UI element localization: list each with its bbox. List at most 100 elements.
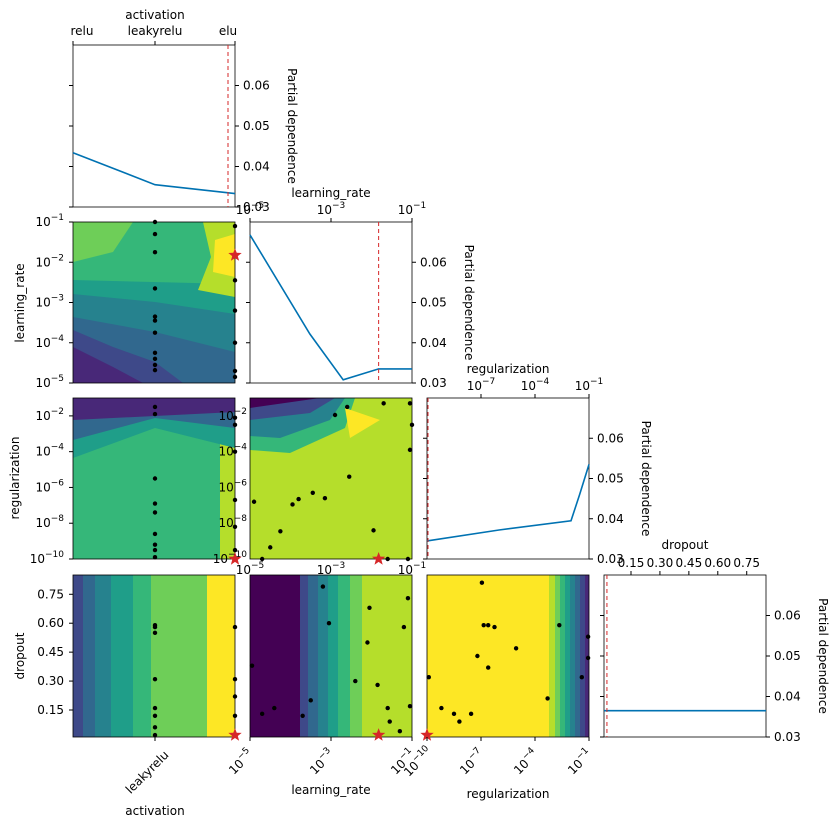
sample-point <box>232 449 238 454</box>
sample-point <box>152 542 158 547</box>
pd-tick-label: 0.05 <box>420 296 447 310</box>
contour-band <box>549 575 555 737</box>
contour-band <box>338 575 350 737</box>
sample-point <box>347 474 352 479</box>
sample-point <box>152 367 158 373</box>
contour-band <box>580 575 585 737</box>
sample-point <box>272 705 277 711</box>
best-point-star <box>228 248 242 261</box>
sample-point <box>251 499 257 504</box>
pd-tick-label: 0.03 <box>774 730 801 744</box>
sample-point <box>152 547 158 553</box>
sample-point <box>475 653 480 659</box>
sample-point <box>401 624 407 630</box>
tick-label: 10−4 <box>510 746 542 778</box>
y-axis-label-regularization: regularization <box>8 437 22 520</box>
tick-label: 10−1 <box>564 746 596 778</box>
tick-label: 0.75 <box>733 556 760 570</box>
sample-point <box>375 682 380 688</box>
contour-fill <box>73 222 235 383</box>
contour-band <box>83 575 95 737</box>
best-point-star <box>420 728 434 741</box>
diagonal-panel-learning_rate: 0.03 0.04 0.05 0.06 Partial dependence 10−5 10… <box>236 186 476 390</box>
contour-fill <box>250 575 412 737</box>
sample-point <box>585 655 591 661</box>
tick-label: 10−3 <box>317 561 346 577</box>
contour-band <box>173 575 207 737</box>
axes-labels: 10−510−410−310−210−1learning_rate10−1010… <box>8 213 596 818</box>
sample-point <box>152 705 158 711</box>
pd-line <box>426 464 590 542</box>
tick-label: 10−1 <box>398 561 427 577</box>
tick-label: 0.60 <box>704 556 731 570</box>
sample-point <box>345 404 350 410</box>
sample-point <box>513 646 519 651</box>
sample-point <box>152 404 158 410</box>
sample-point <box>365 640 370 645</box>
diagonal-panel-regularization: 0.03 0.04 0.05 0.06 Partial dependence 10−7 10… <box>423 362 653 566</box>
sample-point <box>439 705 444 711</box>
contour-band <box>328 575 338 737</box>
contour-band <box>427 575 549 737</box>
pd-line <box>72 151 236 195</box>
diagonal-panel-activation: 0.03 0.04 0.05 0.06 Partial dependence relu le… <box>69 8 299 214</box>
sample-point <box>385 705 390 711</box>
contour-band <box>570 575 575 737</box>
pd-axis-label: Partial dependence <box>285 68 299 184</box>
contour-band <box>73 222 133 262</box>
contour-band <box>308 575 318 737</box>
contour-band <box>345 408 380 438</box>
contour-band <box>565 575 570 737</box>
pd-tick-label: 0.06 <box>420 255 447 269</box>
contour-band <box>133 575 151 737</box>
sample-point <box>232 624 238 630</box>
sample-point <box>232 308 238 313</box>
contour-band <box>250 575 300 737</box>
sample-point <box>152 501 158 506</box>
tick-label: relu <box>71 24 94 38</box>
top-axis-label: learning_rate <box>291 186 370 200</box>
sample-point <box>385 556 390 562</box>
sample-point <box>152 411 158 417</box>
panel-frame <box>426 397 590 560</box>
pd-tick-label: 0.03 <box>420 376 447 390</box>
sample-point <box>232 278 238 283</box>
sample-point <box>152 713 158 718</box>
sample-point <box>426 675 431 680</box>
tick-label: 0.60 <box>37 616 64 630</box>
contour-band <box>555 575 560 737</box>
sample-point <box>409 422 415 428</box>
sample-point <box>381 401 386 406</box>
top-axis-label: dropout <box>662 538 709 552</box>
sample-point <box>268 545 273 550</box>
tick-label: 10−3 <box>306 746 338 778</box>
panel-frame <box>72 44 236 208</box>
tick-label: 10−1 <box>35 213 64 229</box>
tick-label: 0.45 <box>675 556 702 570</box>
sample-point <box>232 524 238 529</box>
contour-panel-1-2 <box>249 397 415 565</box>
contour-band <box>73 575 83 737</box>
best-point-star <box>372 552 386 565</box>
sample-point <box>232 676 238 682</box>
sample-point <box>457 719 462 724</box>
best-point-star <box>228 552 242 565</box>
tick-label: 10−8 <box>35 514 64 530</box>
sample-point <box>545 696 550 701</box>
sample-point <box>152 356 158 362</box>
contour-band <box>350 575 362 737</box>
contour-band <box>575 575 580 737</box>
sample-point <box>468 711 474 717</box>
contour-panel-1-3 <box>249 574 413 741</box>
tick-label: 10−10 <box>213 550 248 566</box>
sample-point <box>232 694 238 699</box>
tick-label: 10−6 <box>218 478 247 494</box>
panel-frame <box>249 397 413 560</box>
x-axis-label-regularization: regularization <box>467 787 550 801</box>
tick-label: 10−3 <box>35 294 64 310</box>
x-axis-label-learning-rate: learning_rate <box>291 783 370 797</box>
sample-point <box>152 249 158 255</box>
sample-point <box>152 231 158 237</box>
pd-tick-label: 0.03 <box>597 552 624 566</box>
sample-point <box>481 622 486 628</box>
